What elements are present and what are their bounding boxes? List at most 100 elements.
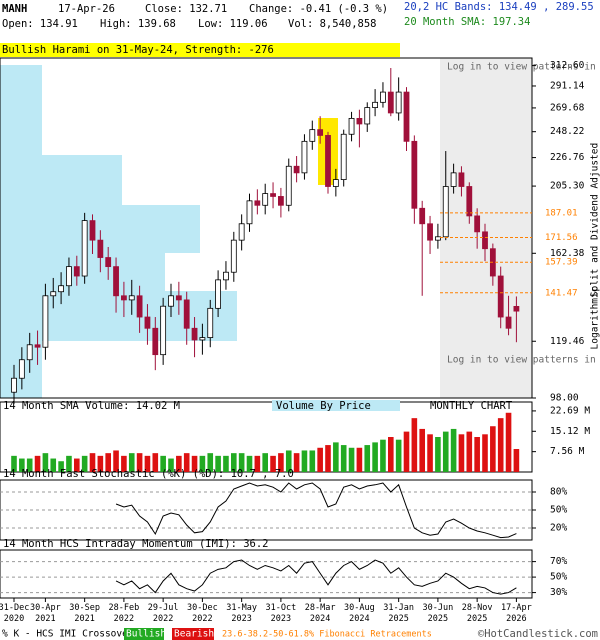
candle-body (482, 231, 488, 250)
x-tick-label: 30-Dec 2022 (187, 603, 218, 624)
volume-bar (144, 455, 151, 472)
volume-bar (513, 449, 520, 472)
volume-bar (317, 447, 323, 472)
candle-body (66, 266, 72, 287)
panel-title: 14 Month Fast Stochastic (%K) (%D): 10.7… (3, 468, 294, 480)
volume-bar (34, 455, 41, 472)
volume-bar (128, 453, 135, 472)
y-tick-label: 248.22 (550, 126, 584, 137)
high: High: 139.68 (100, 18, 176, 30)
x-tick-label: 30-Aug 2024 (344, 603, 375, 624)
crossover-legend: % K - HCS IMI Crossover: (2, 629, 139, 640)
candle-body (18, 359, 25, 379)
x-tick-label: 30-Apr 2021 (30, 603, 61, 624)
candle-body (442, 186, 449, 238)
y-tick-label: 291.14 (550, 80, 585, 91)
candle-body (246, 200, 253, 225)
volume-bar (340, 445, 347, 472)
volume-bar (348, 447, 355, 472)
volume-bar (231, 453, 237, 472)
bullish-swatch (124, 628, 164, 640)
x-tick-label: 31-Jan 2025 (383, 603, 414, 624)
volume-bar (11, 455, 17, 472)
y-tick-label: 269.68 (550, 102, 585, 113)
candle-body (466, 186, 473, 217)
y-tick-label: 22.69 M (550, 405, 590, 416)
locked-note: Log in to view patterns in this area (447, 62, 600, 73)
candle-body (458, 172, 465, 187)
momentum-frame (0, 549, 533, 599)
y-tick-label: 312.60 (550, 60, 585, 71)
indicator-line (115, 482, 517, 539)
indicator-line (115, 559, 517, 595)
volume-bar (403, 431, 410, 472)
volume-bar (395, 439, 402, 472)
volume-bar (66, 455, 72, 472)
volume-bar (121, 455, 127, 472)
fib-legend: 23.6-38.2-50-61.8% Fibonacci Retracement… (222, 630, 432, 640)
candle-body (254, 200, 261, 206)
volume-bar (183, 453, 190, 472)
candle-body (97, 239, 104, 258)
candle-body (262, 193, 269, 206)
candle-body (121, 295, 127, 301)
copyright: ©HotCandlestick.com (478, 628, 598, 640)
x-tick-label: 28-Feb 2022 (109, 603, 140, 624)
x-tick-label: 29-Jul 2022 (148, 603, 179, 624)
volume-bar (505, 412, 512, 472)
candle-body (113, 266, 119, 297)
candle-body (168, 295, 174, 307)
volume-bar (160, 455, 166, 472)
volume-bar (42, 453, 49, 472)
y-tick-label: 119.46 (550, 336, 585, 347)
candle-body (207, 307, 214, 338)
volume-bar (411, 418, 418, 472)
candle-body (160, 305, 167, 356)
volume-bar (223, 455, 229, 472)
subtitle-box (272, 400, 400, 411)
volume-bar (333, 442, 339, 472)
volume-bar (474, 437, 480, 472)
sma: 20 Month SMA: 197.34 (404, 16, 530, 28)
candle-body (152, 327, 159, 356)
candle-body (403, 91, 410, 142)
change: Change: -0.41 (-0.3 %) (249, 3, 388, 15)
volume-bar (309, 450, 316, 472)
volume-bar (113, 450, 119, 472)
volume-bar (105, 453, 111, 472)
volume-bar (215, 455, 221, 472)
low: Low: 119.06 (198, 18, 268, 30)
x-tick-label: 28-Mar 2024 (305, 603, 336, 624)
adjust-note: Split and Dividend Adjusted (590, 143, 600, 297)
y-tick-label: 98.00 (550, 393, 579, 404)
volume-bar (246, 455, 253, 472)
volume-bar (490, 426, 496, 472)
scale-note: Logarithmic (590, 287, 600, 350)
y-tick-label: 15.12 M (550, 426, 590, 437)
y-tick-label: 70% (550, 556, 567, 567)
fib-label: 187.01 (545, 208, 578, 218)
candle-body (105, 257, 112, 268)
volume-by-price (0, 65, 237, 398)
candle-body (215, 279, 222, 309)
candle-body (58, 285, 64, 293)
y-tick-label: 162.38 (550, 248, 585, 259)
candle-body (277, 196, 284, 206)
volume-bar (372, 442, 378, 472)
pattern-box (0, 43, 400, 57)
y-tick-label: 7.56 M (550, 446, 585, 457)
panel-title: 14 Month HCS Intraday Momentum (IMI): 36… (3, 538, 269, 550)
y-tick-label: 20% (550, 523, 567, 534)
volume-bar (207, 453, 214, 472)
volume-bar (482, 434, 488, 472)
volume-bar (442, 431, 449, 472)
candle-body (419, 207, 426, 225)
volume-bar (356, 447, 363, 472)
candle-body (144, 316, 151, 329)
candle-body (411, 140, 418, 209)
plot-frame (0, 57, 533, 399)
volume-bar (19, 458, 25, 472)
candle-body (26, 344, 33, 361)
volume-bar (89, 453, 96, 472)
